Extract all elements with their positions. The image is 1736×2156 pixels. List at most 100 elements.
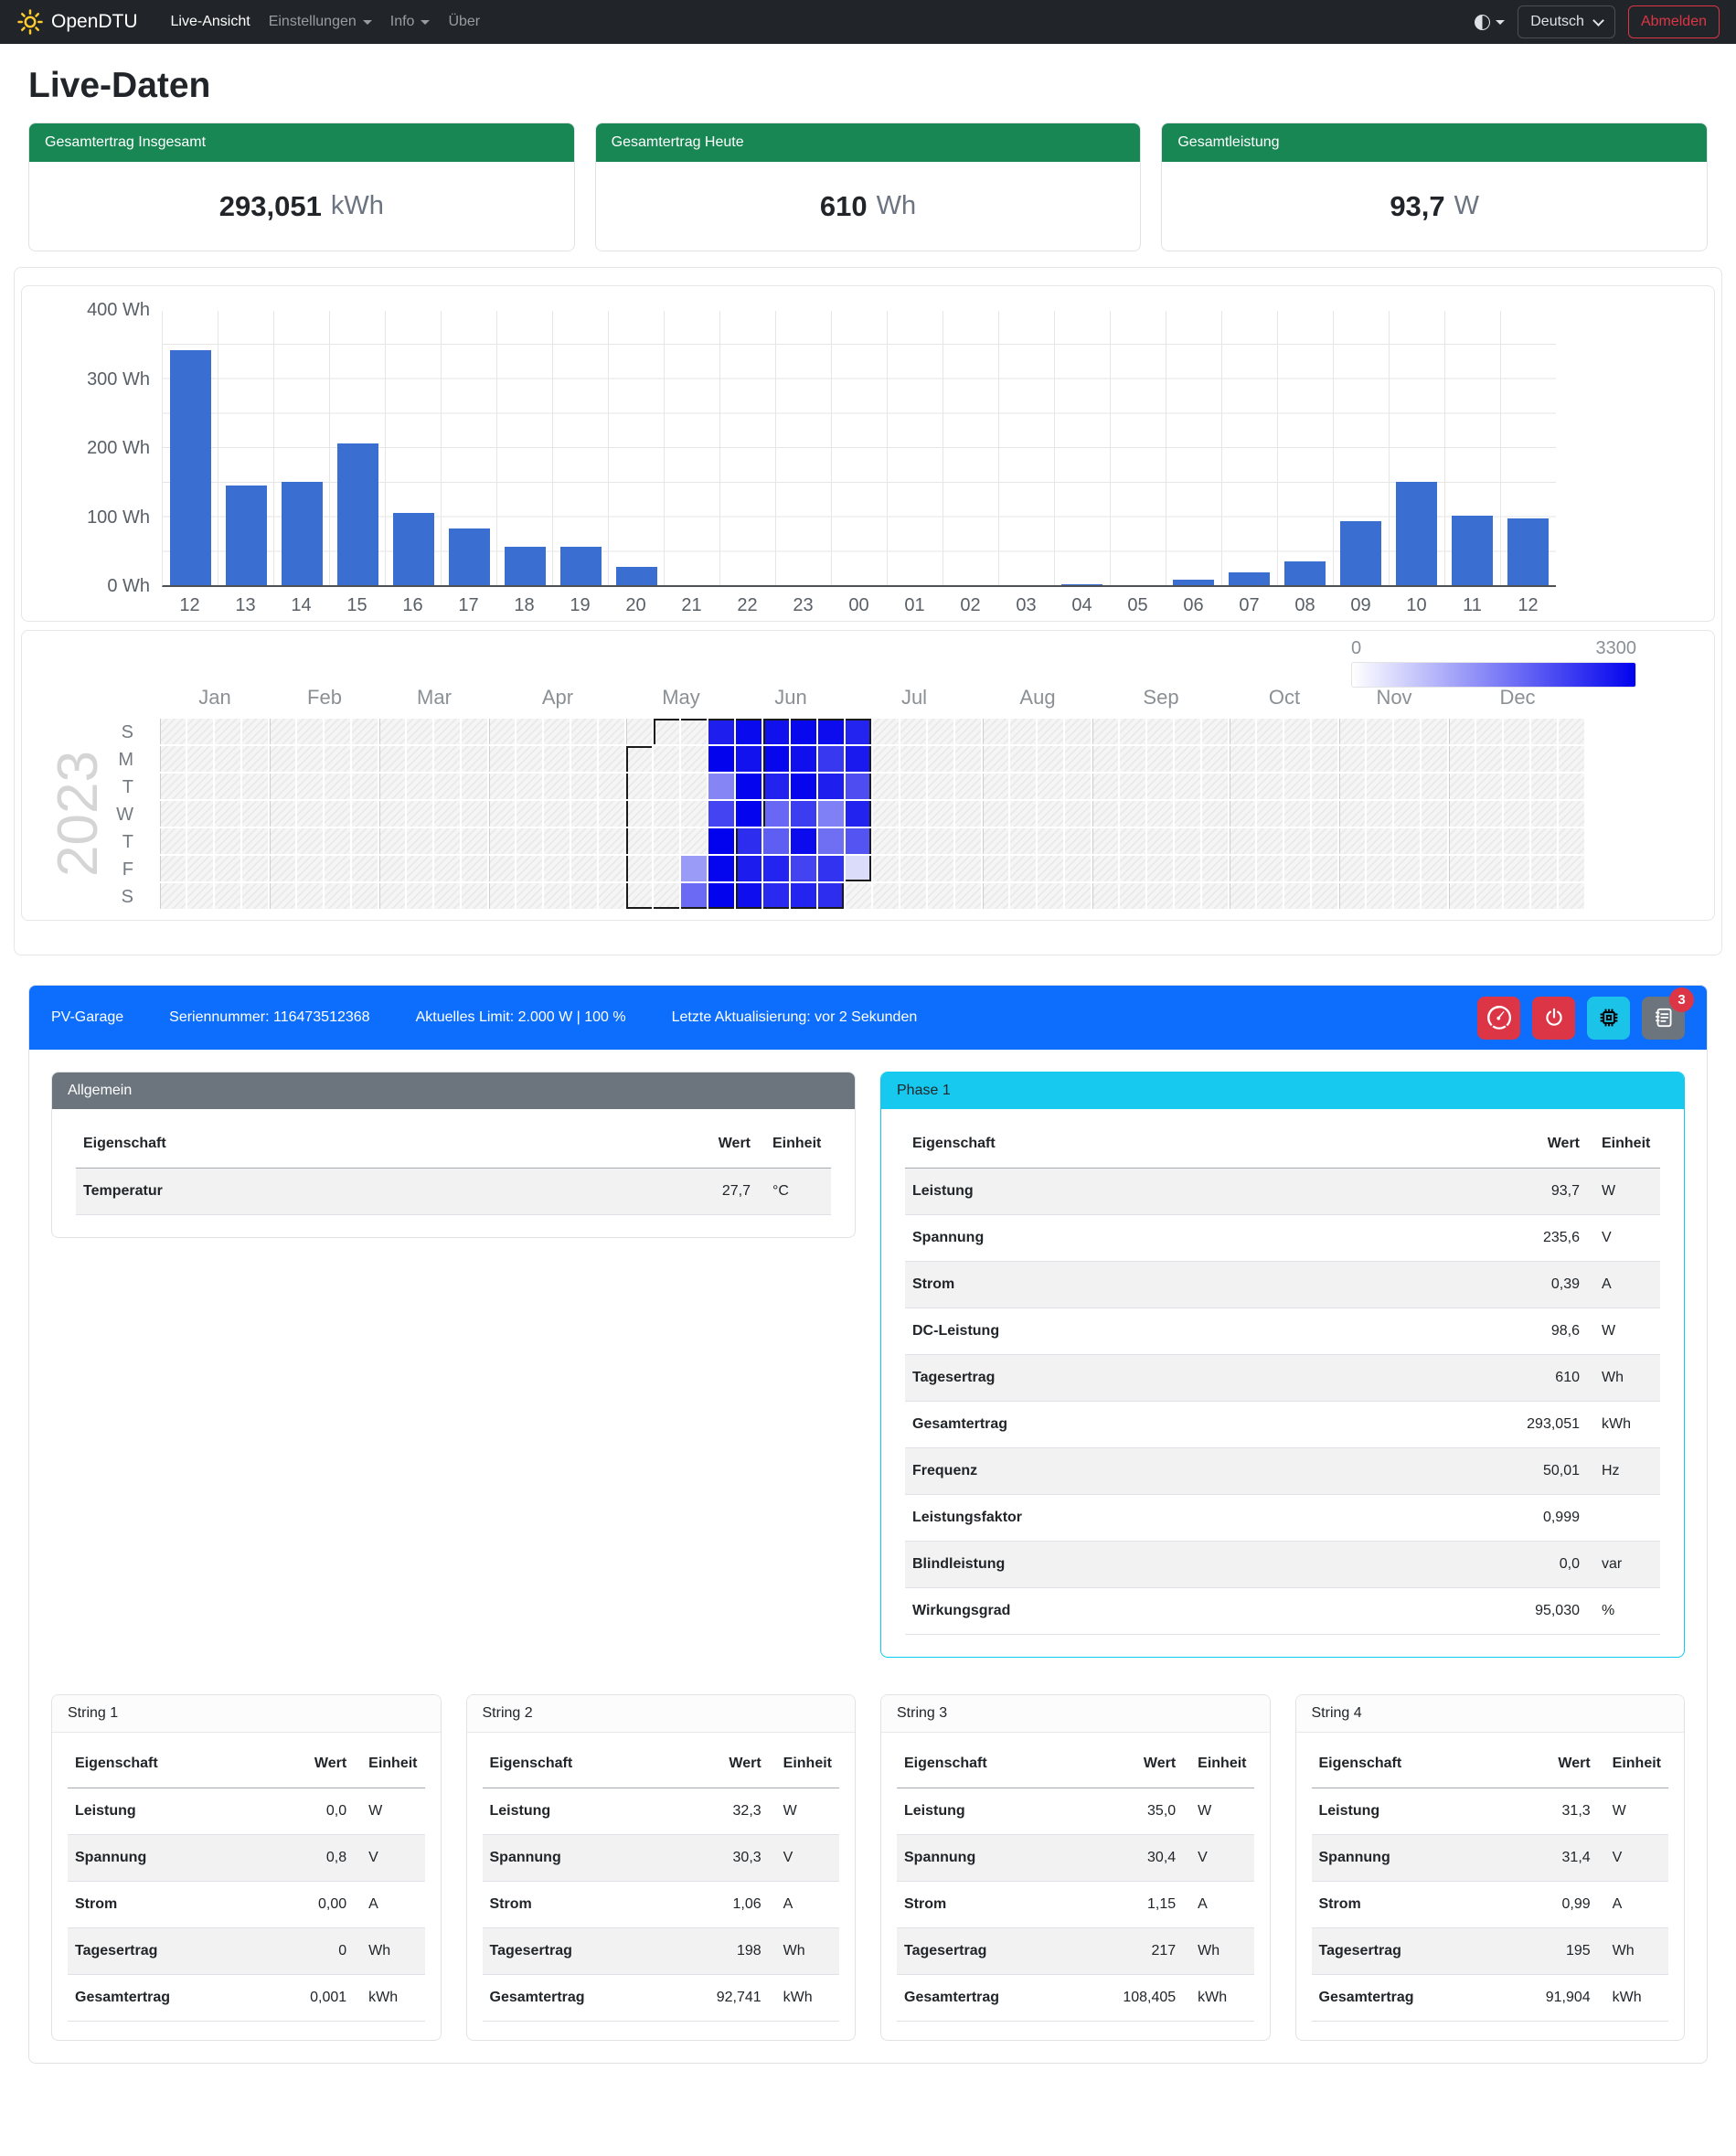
property-value: 1,15 xyxy=(1102,1881,1184,1928)
heatmap-cell xyxy=(407,883,432,909)
table-row: Tagesertrag 195 Wh xyxy=(1311,1927,1668,1975)
heatmap-cell xyxy=(983,828,1008,854)
heatmap-cell xyxy=(434,774,460,799)
heatmap-cell xyxy=(462,883,487,909)
heatmap-cell xyxy=(1010,774,1036,799)
heatmap-cell xyxy=(571,719,597,744)
x-tick-label: 10 xyxy=(1406,595,1427,615)
bar-slot xyxy=(1166,311,1221,585)
table-row: Strom 0,99 A xyxy=(1311,1881,1668,1928)
heatmap-cell xyxy=(626,719,652,744)
heatmap-cell xyxy=(1202,774,1228,799)
property-value: 0 xyxy=(273,1927,355,1975)
heatmap-cell xyxy=(489,828,515,854)
heatmap-cell xyxy=(1531,774,1557,799)
summary-card-title: Gesamtertrag Insgesamt xyxy=(29,123,574,162)
heatmap-cell xyxy=(983,774,1008,799)
heatmap-cell-value xyxy=(846,856,871,881)
event-log-button[interactable]: 3 xyxy=(1642,987,1694,1040)
limit-settings-button[interactable] xyxy=(1477,996,1520,1040)
inverter-serial: Seriennummer: 116473512368 xyxy=(169,1009,370,1025)
heatmap-cell xyxy=(1367,883,1392,909)
table-row: Strom 0,00 A xyxy=(68,1881,425,1928)
property-name: Tagesertrag xyxy=(905,1354,1486,1402)
heatmap-cell xyxy=(873,746,899,772)
summary-card-unit: kWh xyxy=(330,191,384,220)
heatmap-cell xyxy=(1504,719,1529,744)
heatmap-cell xyxy=(1559,883,1584,909)
property-value: 27,7 xyxy=(657,1168,758,1215)
inverter-name[interactable]: PV-Garage xyxy=(51,1009,124,1025)
heatmap-cell xyxy=(215,774,240,799)
heatmap-cell-value xyxy=(818,801,844,827)
heatmap-cell xyxy=(1120,801,1145,827)
properties-table: Eigenschaft Wert Einheit Leistung 93,7 W Spann… xyxy=(905,1120,1660,1635)
heatmap-cell xyxy=(1394,883,1420,909)
property-name: Strom xyxy=(905,1261,1486,1308)
nav-item-einstellungen[interactable]: Einstellungen xyxy=(260,6,381,37)
x-tick-label: 08 xyxy=(1294,595,1315,615)
heatmap-cell xyxy=(1559,856,1584,881)
heatmap-cell xyxy=(873,828,899,854)
property-unit: kWh xyxy=(1597,1974,1668,2022)
device-info-button[interactable] xyxy=(1587,996,1630,1040)
property-name: Tagesertrag xyxy=(897,1927,1103,1975)
heatmap-cell xyxy=(1230,856,1255,881)
column-header: Eigenschaft xyxy=(482,1740,688,1788)
table-header-row: Eigenschaft Wert Einheit xyxy=(1311,1740,1668,1788)
string-card-body: Eigenschaft Wert Einheit Leistung 0,0 W Spannu… xyxy=(52,1733,441,2040)
summary-card-value: 293,051 xyxy=(218,189,322,222)
nav-item-liveansicht[interactable]: Live-Ansicht xyxy=(162,6,260,37)
heatmap-month-label: Oct xyxy=(1268,686,1301,709)
table-row: DC-Leistung 98,6 W xyxy=(905,1307,1660,1355)
heatmap-day-label: T xyxy=(122,776,133,797)
string-card-body: Eigenschaft Wert Einheit Leistung 35,0 W Spann… xyxy=(881,1733,1270,2040)
property-value: 293,051 xyxy=(1486,1401,1587,1448)
heatmap-cell xyxy=(955,719,981,744)
brand[interactable]: OpenDTU xyxy=(16,8,138,36)
nav-item-ber[interactable]: Über xyxy=(439,6,489,37)
summary-card-body: 610 Wh xyxy=(596,162,1141,251)
heatmap-cell xyxy=(599,801,624,827)
bar-slot xyxy=(1221,311,1277,585)
power-button[interactable] xyxy=(1532,996,1575,1040)
heatmap-cell xyxy=(654,719,679,744)
info-card-title: Allgemein xyxy=(52,1073,855,1109)
heatmap-cell xyxy=(462,856,487,881)
property-name: Frequenz xyxy=(905,1447,1486,1495)
heatmap-cell xyxy=(1257,801,1283,827)
column-header: Wert xyxy=(687,1740,769,1788)
property-name: Strom xyxy=(68,1881,274,1928)
heatmap-cell-value xyxy=(708,746,734,772)
heatmap-cell xyxy=(983,856,1008,881)
heatmap-cell xyxy=(215,719,240,744)
summary-cards-row: Gesamtertrag Insgesamt 293,051 kWh Gesamter… xyxy=(28,123,1709,251)
heatmap-cell-value xyxy=(791,856,816,881)
table-header-row: Eigenschaft Wert Einheit xyxy=(897,1740,1254,1788)
heatmap-cell xyxy=(1120,719,1145,744)
theme-caret-icon xyxy=(1496,19,1506,25)
heatmap-cell xyxy=(571,883,597,909)
column-header: Einheit xyxy=(768,1740,839,1788)
theme-toggle[interactable] xyxy=(1475,14,1506,30)
heatmap-month-label: Jan xyxy=(198,686,231,709)
heatmap-cell xyxy=(1202,801,1228,827)
column-header: Eigenschaft xyxy=(905,1120,1486,1169)
heatmap-cell xyxy=(297,828,323,854)
heatmap-cell xyxy=(379,746,405,772)
heatmap-cell xyxy=(517,883,542,909)
nav-item-info[interactable]: Info xyxy=(381,6,440,37)
heatmap-cell xyxy=(1147,801,1173,827)
heatmap-cell xyxy=(1422,719,1447,744)
heatmap-cell xyxy=(1092,883,1118,909)
heatmap-cell xyxy=(1476,774,1502,799)
heatmap-cell-value xyxy=(681,883,707,909)
heatmap-cell xyxy=(1257,883,1283,909)
heatmap-cell xyxy=(654,801,679,827)
heatmap-cell xyxy=(1339,719,1365,744)
heatmap-cell-value xyxy=(846,719,871,744)
logout-button[interactable]: Abmelden xyxy=(1627,5,1720,38)
heatmap-cell xyxy=(1230,719,1255,744)
heatmap-cell xyxy=(1476,883,1502,909)
language-select[interactable]: Deutsch xyxy=(1518,5,1615,38)
